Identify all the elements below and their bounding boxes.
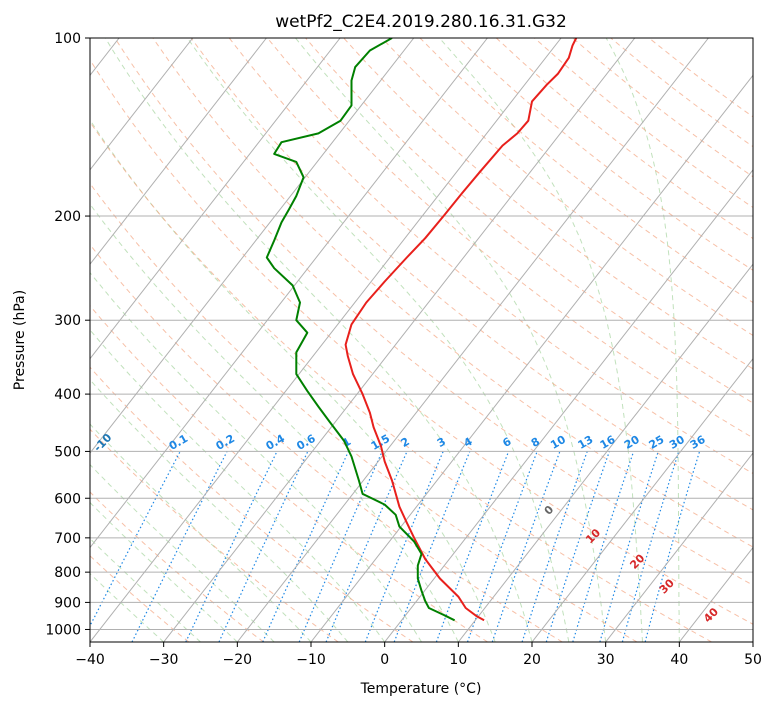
y-axis: 100 200 300 400 500 600 700 800 900 1000	[45, 31, 90, 638]
mixing-ratio-line	[545, 451, 610, 642]
y-tick-label: 200	[54, 209, 81, 225]
mixing-ratio-line	[466, 451, 538, 642]
dry-adiabat	[90, 58, 753, 625]
y-tick-label: 600	[54, 491, 81, 507]
plot-area: 0.10.20.40.611.52346810131620253036-100-…	[90, 38, 753, 642]
moist-adiabat	[90, 379, 349, 642]
x-tick-label: 50	[744, 652, 762, 668]
y-tick-label: 500	[54, 444, 81, 460]
moist-adiabat	[605, 38, 680, 642]
y-tick-label: 100	[54, 31, 81, 47]
x-tick-label: 10	[449, 652, 467, 668]
mixing-ratio-line	[435, 451, 510, 642]
mixing-ratio-line	[521, 451, 588, 642]
mixing-ratio-line	[325, 451, 408, 642]
dry-adiabat	[90, 555, 190, 642]
isotherm-line	[90, 38, 562, 642]
mixing-ratio-line	[599, 451, 659, 642]
mixing-ratio-line	[364, 451, 444, 642]
temperature-line	[344, 38, 578, 622]
dry-adiabat	[343, 38, 753, 370]
isotherm-line	[457, 263, 753, 642]
moist-adiabat	[90, 271, 422, 642]
dry-adiabat	[228, 38, 753, 475]
plot-background	[90, 38, 753, 642]
mixing-ratio-line	[491, 451, 561, 642]
mixing-ratio-line	[262, 451, 350, 642]
x-tick-label: −30	[149, 652, 179, 668]
dry-adiabat	[90, 243, 563, 642]
x-tick-label: −20	[223, 652, 253, 668]
dry-adiabat	[114, 38, 753, 586]
plot-frame	[89, 37, 754, 643]
dry-adiabat	[190, 38, 753, 511]
isotherm-line	[163, 38, 636, 642]
moist-adiabat	[90, 203, 459, 642]
x-tick-label: 40	[670, 652, 688, 668]
isotherm-line	[90, 38, 415, 454]
x-tick-label: −10	[296, 652, 326, 668]
mixing-ratio-line	[572, 451, 635, 642]
moist-adiabat	[439, 38, 643, 642]
isotherm-line	[90, 38, 267, 266]
isotherm-line	[605, 452, 753, 642]
x-tick-label: 0	[380, 652, 389, 668]
moist-adiabat	[186, 38, 570, 642]
isotherm-line	[90, 38, 194, 171]
isotherm-line	[90, 38, 341, 360]
x-tick-label: 30	[597, 652, 615, 668]
dry-adiabat	[90, 121, 712, 642]
y-tick-label: 800	[54, 565, 81, 581]
dry-adiabat	[305, 38, 753, 404]
y-tick-label: 400	[54, 387, 81, 403]
y-tick-label: 900	[54, 595, 81, 611]
y-tick-label: 700	[54, 531, 81, 547]
isotherm-line	[384, 168, 753, 642]
moist-adiabat	[90, 329, 386, 642]
dry-adiabat	[419, 38, 753, 304]
x-axis: −40 −30 −20 −10 0 10 20 30 40 50	[75, 642, 762, 668]
dry-adiabat	[90, 428, 339, 642]
isotherm-line	[531, 357, 753, 642]
moist-adiabat	[104, 38, 533, 642]
x-tick-label: −40	[75, 652, 105, 668]
mixing-ratio-line	[621, 451, 680, 642]
dry-adiabat	[90, 182, 638, 642]
isotherms	[90, 38, 753, 642]
chart-title: wetPf2_C2E4.2019.280.16.31.G32	[275, 12, 567, 32]
y-axis-label: Pressure (hPa)	[12, 290, 28, 390]
isotherm-line	[310, 74, 753, 642]
isotherm-line	[236, 38, 709, 642]
isobars	[90, 38, 753, 630]
profile-series	[265, 38, 578, 622]
dewpoint-line	[265, 38, 456, 622]
y-tick-label: 300	[54, 313, 81, 329]
y-tick-label: 1000	[45, 622, 81, 638]
moist-adiabat	[295, 38, 607, 642]
moist-adiabat	[90, 119, 496, 642]
x-tick-label: 20	[523, 652, 541, 668]
x-axis-label: Temperature (°C)	[360, 681, 482, 697]
isotherm-line	[90, 38, 488, 549]
